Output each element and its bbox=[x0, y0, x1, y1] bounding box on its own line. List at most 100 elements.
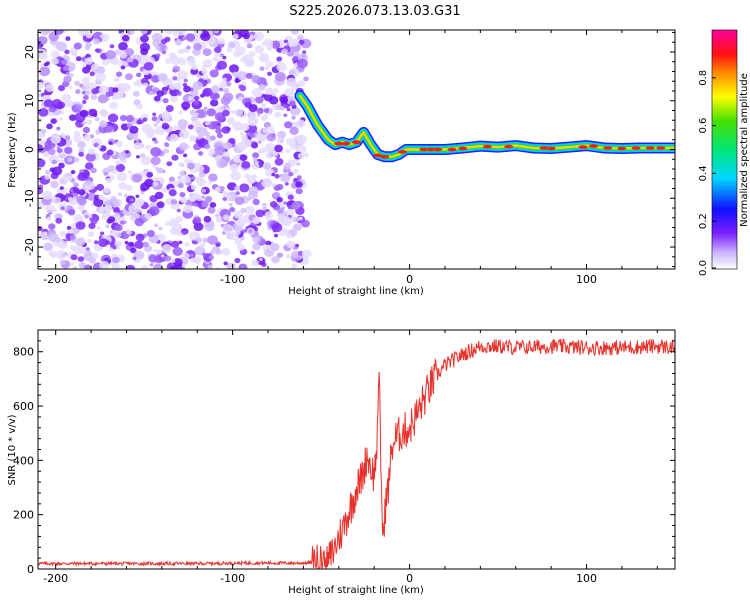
noise-blob bbox=[156, 168, 164, 174]
noise-blob bbox=[134, 240, 144, 249]
noise-blob bbox=[164, 58, 172, 64]
noise-blob bbox=[289, 126, 299, 135]
noise-blob bbox=[281, 48, 288, 55]
noise-blob bbox=[38, 144, 44, 153]
noise-blob bbox=[293, 223, 302, 231]
noise-blob bbox=[286, 233, 292, 239]
noise-blob bbox=[249, 115, 256, 120]
noise-blob bbox=[251, 259, 259, 267]
noise-blob bbox=[172, 247, 183, 256]
noise-blob bbox=[222, 151, 230, 158]
noise-blob bbox=[239, 132, 244, 136]
noise-blob bbox=[207, 206, 216, 214]
noise-blob bbox=[260, 103, 267, 108]
noise-blob bbox=[298, 216, 303, 221]
noise-blob bbox=[164, 142, 170, 148]
noise-blob bbox=[202, 237, 209, 243]
noise-blob bbox=[232, 71, 239, 78]
noise-blob bbox=[274, 233, 278, 238]
noise-blob bbox=[110, 196, 117, 202]
noise-blob bbox=[161, 114, 170, 122]
snr-frame bbox=[37, 329, 676, 570]
noise-blob bbox=[272, 183, 276, 187]
noise-blob bbox=[196, 195, 203, 201]
noise-blob bbox=[202, 87, 213, 97]
noise-blob bbox=[216, 133, 223, 139]
noise-blob bbox=[172, 76, 178, 81]
noise-blob bbox=[105, 50, 117, 60]
noise-blob bbox=[188, 194, 197, 202]
noise-blob bbox=[196, 109, 208, 119]
noise-blob bbox=[209, 135, 216, 141]
noise-blob bbox=[103, 172, 109, 176]
noise-blob bbox=[289, 106, 301, 116]
noise-blob bbox=[89, 71, 95, 77]
noise-blob bbox=[50, 57, 59, 65]
noise-blob bbox=[136, 119, 143, 125]
noise-blob bbox=[88, 231, 95, 237]
noise-blob bbox=[151, 116, 158, 122]
ridge-peak bbox=[589, 144, 599, 148]
noise-blob bbox=[181, 264, 186, 268]
noise-blob bbox=[265, 60, 274, 68]
y-tick-label: 200 bbox=[13, 509, 34, 522]
noise-blob bbox=[38, 30, 50, 36]
noise-blob bbox=[293, 51, 300, 57]
noise-blob bbox=[204, 120, 211, 126]
noise-blob bbox=[130, 198, 134, 202]
noise-blob bbox=[125, 264, 136, 269]
noise-blob bbox=[133, 81, 140, 87]
noise-blob bbox=[222, 77, 227, 82]
noise-blob bbox=[96, 225, 102, 230]
noise-blob bbox=[119, 114, 128, 122]
noise-blob bbox=[222, 224, 234, 234]
noise-blob bbox=[283, 113, 288, 117]
noise-blob bbox=[231, 110, 236, 114]
ridge-peak bbox=[504, 144, 514, 149]
noise-blob bbox=[107, 113, 119, 123]
noise-blob bbox=[261, 178, 273, 188]
noise-blob bbox=[81, 121, 87, 125]
noise-blob bbox=[190, 67, 199, 75]
noise-blob bbox=[298, 39, 305, 45]
spectrogram-ylabel: Frequency (Hz) bbox=[7, 112, 18, 188]
noise-blob bbox=[73, 157, 80, 163]
noise-blob bbox=[45, 61, 50, 66]
noise-blob bbox=[133, 142, 143, 150]
noise-blob bbox=[75, 221, 86, 230]
noise-blob bbox=[70, 254, 78, 261]
noise-blob bbox=[38, 51, 48, 60]
noise-blob bbox=[170, 95, 178, 103]
noise-blob bbox=[251, 251, 255, 255]
noise-blob bbox=[196, 165, 205, 173]
noise-blob bbox=[157, 73, 168, 82]
noise-blob bbox=[74, 80, 80, 86]
noise-blob bbox=[185, 33, 196, 42]
noise-blob bbox=[200, 32, 211, 42]
noise-blob bbox=[118, 192, 123, 196]
noise-blob bbox=[178, 240, 183, 244]
noise-blob bbox=[168, 218, 179, 228]
noise-blob bbox=[38, 81, 44, 89]
noise-blob bbox=[73, 134, 82, 143]
y-tick-label: -20 bbox=[23, 238, 36, 256]
noise-blob bbox=[38, 108, 49, 117]
noise-blob bbox=[112, 87, 119, 93]
chart-title: S225.2026.073.13.03.G31 bbox=[289, 4, 460, 19]
noise-blob bbox=[118, 60, 128, 69]
noise-blob bbox=[87, 238, 92, 243]
noise-blob bbox=[143, 82, 149, 87]
noise-blob bbox=[92, 38, 101, 45]
noise-blob bbox=[274, 173, 280, 179]
noise-blob bbox=[146, 230, 155, 237]
noise-blob bbox=[78, 261, 87, 269]
ridge-peak bbox=[352, 140, 361, 144]
noise-blob bbox=[52, 196, 61, 205]
noise-blob bbox=[153, 123, 158, 127]
noise-blob bbox=[204, 144, 211, 150]
noise-blob bbox=[264, 87, 274, 96]
noise-blob bbox=[51, 159, 58, 165]
noise-blob bbox=[132, 256, 137, 261]
ridge-peak bbox=[603, 146, 613, 150]
